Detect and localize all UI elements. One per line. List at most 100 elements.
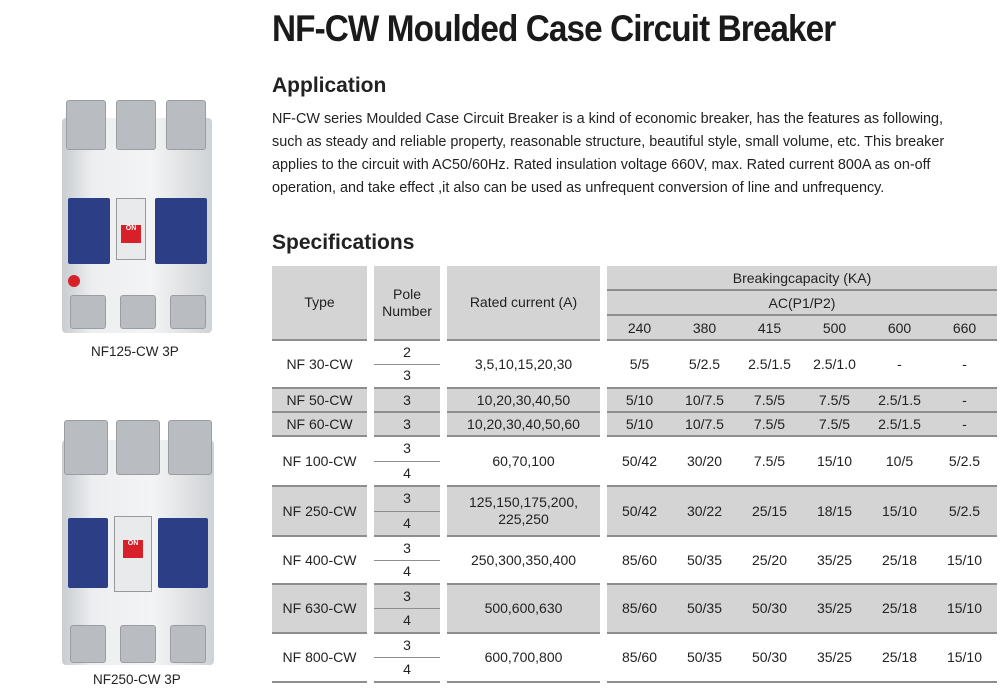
table-row: NF 60-CW 3 10,20,30,40,50,60 5/10 10/7.5 7… [272,413,997,437]
breaking-cells: 50/42 30/20 7.5/5 15/10 10/5 5/2.5 [607,437,997,487]
breaking-cells: 5/10 10/7.5 7.5/5 7.5/5 2.5/1.5 - [607,389,997,413]
rated-cell: 250,300,350,400 [447,537,600,585]
product-caption: NF125-CW 3P [91,344,179,359]
header-voltage: 380 [692,319,717,336]
breaking-value: 50/35 [686,551,723,568]
rated-cell: 10,20,30,40,50 [447,389,600,413]
product-caption: NF250-CW 3P [93,672,181,687]
breaking-value: 50/30 [751,600,788,616]
pole-value: 3 [403,588,411,604]
application-line: applies to the circuit with AC50/60Hz. R… [272,157,931,173]
breaking-value: 25/15 [751,502,788,519]
breaking-value: 15/10 [816,452,853,469]
breaking-cells: 50/42 30/22 25/15 18/15 15/10 5/2.5 [607,487,997,537]
specifications-heading: Specifications [272,231,415,254]
breaking-value: 5/2.5 [948,452,981,469]
breaking-cells: 85/60 50/35 25/20 35/25 25/18 15/10 [607,537,997,585]
breaking-value: 25/20 [751,551,788,568]
breaking-value: 10/7.5 [685,415,724,432]
header-voltages: 240 380 415 500 600 660 [607,316,997,341]
header-voltage: 415 [757,319,782,336]
breaking-value: 25/18 [881,649,918,665]
pole-value: 3 [403,440,411,457]
pole-cell: 3 [374,389,440,413]
pole-value: 3 [403,490,411,507]
pole-value: 3 [403,415,411,432]
specifications-table: Type Pole Number Rated current (A) Break… [272,266,997,683]
breaking-value: 2.5/1.5 [878,391,921,408]
pole-value: 4 [374,460,440,486]
breaking-value: 50/35 [686,649,723,665]
breaking-value: 50/35 [686,600,723,616]
type-cell: NF 630-CW [272,585,367,634]
header-rated: Rated current (A) [447,266,600,341]
breaking-value: 15/10 [946,551,983,568]
rated-cell: 3,5,10,15,20,30 [447,341,600,389]
pole-value: 4 [374,608,440,632]
breaking-value: 15/10 [946,600,983,616]
breaking-value: - [962,415,967,432]
type-cell: NF 60-CW [272,413,367,437]
application-line: such as steady and reliable property, re… [272,134,945,150]
application-line: operation, and take effect ,it also can … [272,180,885,196]
breaking-value: 30/22 [686,502,723,519]
breaking-value: 85/60 [621,551,658,568]
breaking-value: 5/2.5 [948,502,981,519]
breaking-value: 85/60 [621,649,658,665]
pole-value: 2 [403,343,411,360]
breaking-value: 18/15 [816,502,853,519]
breaking-value: 25/18 [881,600,918,616]
table-row: NF 50-CW 3 10,20,30,40,50 5/10 10/7.5 7.5/… [272,389,997,413]
breaking-value: - [897,355,902,372]
breaking-value: 15/10 [881,502,918,519]
header-breaking-capacity: Breakingcapacity (KA) [607,266,997,291]
header-type: Type [272,266,367,341]
rated-cell: 10,20,30,40,50,60 [447,413,600,437]
breaking-cells: 5/10 10/7.5 7.5/5 7.5/5 2.5/1.5 - [607,413,997,437]
breaking-value: 7.5/5 [753,391,786,408]
rated-cell: 60,70,100 [447,437,600,487]
pole-value: 4 [374,657,440,681]
header-voltage: 660 [952,319,977,336]
pole-cell: 3 [374,413,440,437]
pole-value: 3 [403,637,411,653]
on-indicator: ON [121,225,141,243]
header-ac: AC(P1/P2) [607,291,997,316]
application-line: NF-CW series Moulded Case Circuit Breake… [272,111,944,127]
breaking-value: - [962,391,967,408]
breaking-value: 85/60 [621,600,658,616]
table-header: Type Pole Number Rated current (A) Break… [272,266,997,341]
breaking-cells: 85/60 50/35 50/30 35/25 25/18 15/10 [607,585,997,634]
rated-cell: 500,600,630 [447,585,600,634]
breaking-value: 30/20 [686,452,723,469]
header-voltage: 600 [887,319,912,336]
breaking-value: 5/10 [625,391,654,408]
type-cell: NF 400-CW [272,537,367,585]
breaking-value: 50/42 [621,502,658,519]
header-voltage: 240 [627,319,652,336]
breaking-value: 2.5/1.5 [748,355,791,372]
type-cell: NF 30-CW [272,341,367,389]
breaking-value: 50/30 [751,649,788,665]
breaking-value: 35/25 [816,551,853,568]
type-cell: NF 250-CW [272,487,367,537]
breaking-value: 35/25 [816,600,853,616]
rated-cell: 125,150,175,200, 225,250 [447,487,600,537]
breaking-cells: 5/5 5/2.5 2.5/1.5 2.5/1.0 - - [607,341,997,389]
pole-value: 4 [374,559,440,584]
pole-value: 3 [403,539,411,556]
breaking-value: 10/5 [885,452,914,469]
breaking-value: 7.5/5 [818,415,851,432]
application-heading: Application [272,74,387,97]
breaking-value: 10/7.5 [685,391,724,408]
header-voltage: 500 [822,319,847,336]
type-cell: NF 800-CW [272,634,367,683]
